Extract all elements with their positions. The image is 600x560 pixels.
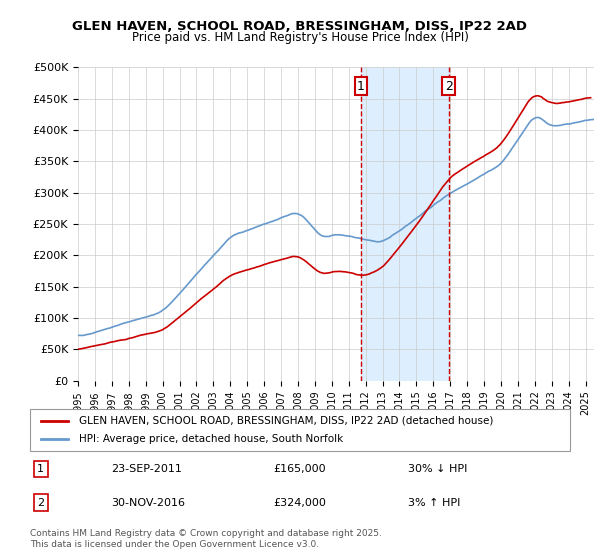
Text: £324,000: £324,000 [273, 498, 326, 507]
Text: HPI: Average price, detached house, South Norfolk: HPI: Average price, detached house, Sout… [79, 434, 343, 444]
Text: GLEN HAVEN, SCHOOL ROAD, BRESSINGHAM, DISS, IP22 2AD: GLEN HAVEN, SCHOOL ROAD, BRESSINGHAM, DI… [73, 20, 527, 32]
Text: Price paid vs. HM Land Registry's House Price Index (HPI): Price paid vs. HM Land Registry's House … [131, 31, 469, 44]
Bar [361, 67, 449, 381]
Text: 1: 1 [357, 80, 365, 92]
Text: 2: 2 [445, 80, 453, 92]
Text: 23-SEP-2011: 23-SEP-2011 [111, 464, 182, 474]
FancyBboxPatch shape [30, 409, 570, 451]
Text: 30-NOV-2016: 30-NOV-2016 [111, 498, 185, 507]
Text: GLEN HAVEN, SCHOOL ROAD, BRESSINGHAM, DISS, IP22 2AD (detached house): GLEN HAVEN, SCHOOL ROAD, BRESSINGHAM, DI… [79, 416, 493, 426]
Text: 2: 2 [37, 498, 44, 507]
Text: 1: 1 [37, 464, 44, 474]
Text: 30% ↓ HPI: 30% ↓ HPI [408, 464, 467, 474]
Text: £165,000: £165,000 [273, 464, 326, 474]
Text: 3% ↑ HPI: 3% ↑ HPI [408, 498, 460, 507]
Text: Contains HM Land Registry data © Crown copyright and database right 2025.
This d: Contains HM Land Registry data © Crown c… [30, 529, 382, 549]
